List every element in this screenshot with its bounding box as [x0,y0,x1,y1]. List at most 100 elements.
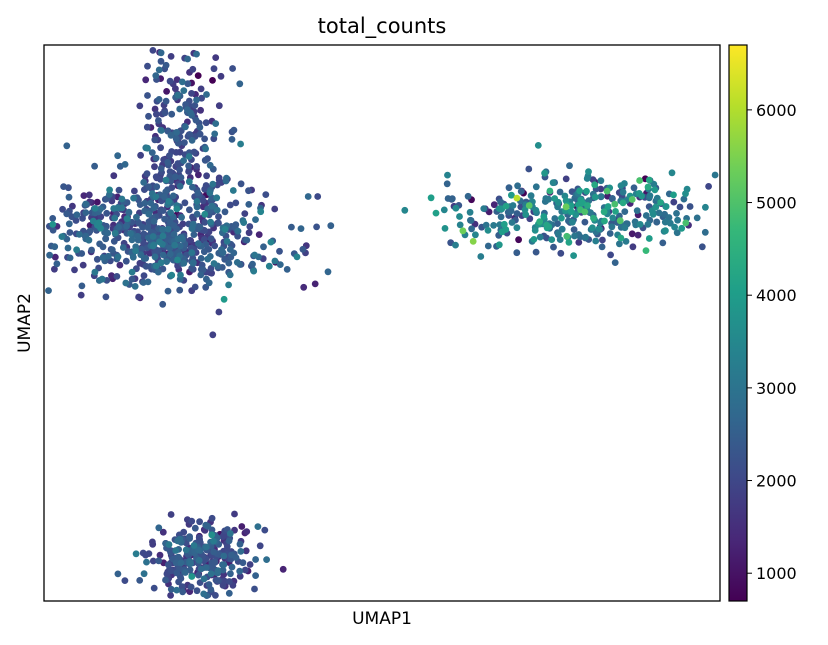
scatter-point [187,109,194,117]
scatter-point [311,280,319,288]
scatter-point [193,96,200,104]
scatter-point [159,207,167,215]
scatter-point [534,142,542,149]
scatter-point [260,243,267,251]
scatter-point [51,243,59,251]
scatter-point [169,192,177,200]
scatter-point [173,569,181,577]
scatter-point [162,61,170,69]
scatter-point [211,242,219,250]
scatter-point [149,557,157,565]
scatter-point [99,254,107,261]
scatter-point [497,213,505,221]
scatter-point [110,237,118,245]
scatter-point [585,168,592,176]
scatter-point [597,177,605,185]
scatter-point [128,236,136,244]
scatter-point [673,210,680,217]
scatter-point [131,187,138,195]
scatter-point [184,80,192,88]
scatter-point [71,266,78,274]
scatter-point [209,77,216,84]
scatter-point [164,158,172,166]
scatter-point [584,202,591,209]
scatter-point [208,531,216,539]
scatter-point [633,207,641,215]
scatter-point [645,176,653,184]
scatter-point [173,76,181,83]
scatter-point [179,588,187,596]
scatter-point [187,583,195,591]
scatter-point [239,559,247,567]
scatter-point [196,518,204,526]
scatter-point [468,225,475,233]
scatter-point [676,203,684,211]
scatter-point [185,168,193,175]
scatter-point [204,255,212,263]
scatter-point [608,223,616,231]
scatter-point [144,62,151,70]
scatter-point [595,225,603,233]
scatter-point [207,570,215,578]
scatter-point [591,181,599,189]
scatter-point [162,188,170,196]
scatter-point [628,196,636,203]
scatter-point [193,210,201,218]
scatter-point [220,552,228,560]
scatter-point [174,91,182,99]
scatter-point [177,575,185,582]
scatter-point [570,226,578,234]
scatter-point [166,152,173,160]
scatter-point [195,571,202,579]
scatter-point [142,76,150,84]
scatter-point [199,266,207,274]
scatter-point [597,193,605,200]
scatter-point [214,577,222,584]
scatter-point [432,209,440,217]
scatter-point [69,202,76,210]
scatter-point [227,570,234,578]
scatter-point [670,191,677,199]
scatter-point [181,569,189,576]
scatter-point [174,256,181,264]
scatter-point [211,130,219,138]
scatter-point [93,255,101,263]
scatter-point [551,195,559,202]
scatter-point [75,231,83,238]
scatter-point [152,193,160,201]
scatter-point [583,187,590,195]
scatter-point [256,542,264,550]
colorbar-gradient [729,45,747,601]
scatter-point [186,131,194,138]
scatter-point [243,528,251,535]
scatter-point [97,224,104,232]
scatter-point [591,193,599,201]
scatter-point [201,218,209,226]
scatter-point [601,217,608,225]
scatter-point [490,222,497,229]
scatter-point [141,199,149,207]
scatter-point [495,241,503,249]
scatter-point [221,577,228,585]
colorbar-tick-label: 2000 [756,472,797,491]
scatter-point [497,198,504,206]
scatter-point [193,163,201,170]
scatter-point [509,202,517,209]
scatter-point [480,205,488,213]
scatter-point [73,211,81,219]
scatter-point [582,233,589,241]
scatter-point [198,94,206,102]
scatter-point [172,135,180,143]
scatter-point [95,219,103,227]
scatter-point [245,187,252,195]
scatter-point [157,57,165,65]
scatter-point [155,96,163,103]
scatter-point [167,131,175,139]
scatter-point [123,222,130,230]
scatter-point [254,523,262,530]
scatter-point [209,180,217,188]
scatter-point [551,215,559,222]
scatter-point [228,563,236,571]
scatter-point [66,254,74,262]
scatter-point [149,538,156,546]
